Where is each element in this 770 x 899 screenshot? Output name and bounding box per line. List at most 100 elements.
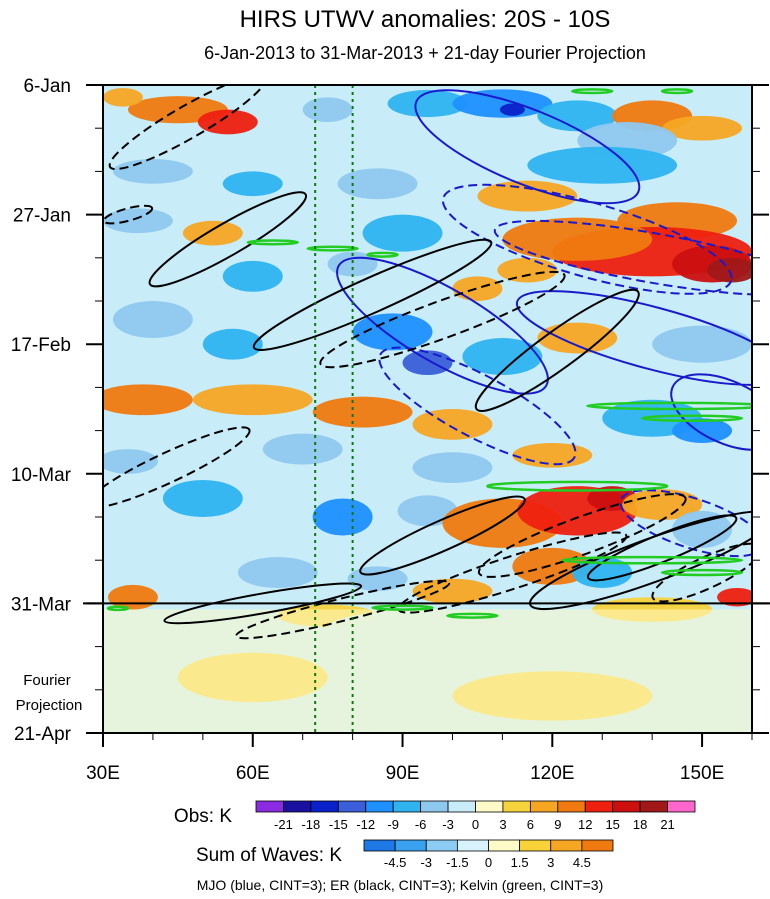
er-contour <box>103 426 251 509</box>
er-contour <box>319 270 566 369</box>
kelvin-contour <box>586 401 752 411</box>
y-tick-label: 6-Jan <box>23 76 71 97</box>
anomaly-patch <box>262 433 343 465</box>
anomaly-patch <box>527 146 678 184</box>
anomaly-patch <box>412 578 493 604</box>
mjo-contour <box>414 89 641 205</box>
y-tick-label: 21-Apr <box>14 724 72 745</box>
anomaly-patch <box>312 498 373 536</box>
chart-title: HIRS UTWV anomalies: 20S - 10S <box>240 6 611 33</box>
kelvin-contour <box>660 568 744 577</box>
contour-note: MJO (blue, CINT=3); ER (black, CINT=3); … <box>197 877 604 893</box>
anomaly-patch <box>462 338 543 376</box>
y-tick-label: 31-Mar <box>11 594 72 615</box>
x-tick-label: 90E <box>386 763 420 784</box>
waves-legend-swatch <box>363 839 396 852</box>
y-axis: 6-Jan 27-Jan 17-Feb 10-Mar 31-Mar 21-Apr <box>11 76 769 745</box>
wave-contours <box>103 85 752 640</box>
mjo-contour <box>493 219 752 296</box>
kelvin-contour <box>246 239 299 246</box>
kelvin-contour <box>640 414 744 422</box>
obs-legend-swatch <box>502 800 531 813</box>
anomaly-patch <box>197 109 258 135</box>
obs-legend-swatch <box>392 800 422 813</box>
obs-legend-level: 3 <box>499 817 506 832</box>
obs-legend-level: 15 <box>605 817 619 832</box>
anomaly-patch <box>537 322 618 354</box>
anomaly-patch <box>477 180 578 212</box>
anomaly-patch <box>192 384 313 416</box>
obs-legend-swatch <box>639 800 668 813</box>
obs-legend-swatch <box>310 800 339 813</box>
anomaly-patch <box>202 328 263 360</box>
obs-legend-level: 9 <box>554 817 561 832</box>
anomaly-patch <box>387 89 468 118</box>
obs-legend-level: -3 <box>442 817 454 832</box>
mjo-contour <box>515 290 752 386</box>
anomaly-patch <box>572 557 633 588</box>
y-tick-label: 17-Feb <box>11 335 71 356</box>
waves-legend-label: Sum of Waves: K <box>196 845 342 866</box>
anomaly-patch <box>452 89 553 118</box>
waves-legend-level: 3 <box>547 855 554 870</box>
er-contour <box>148 191 308 288</box>
waves-legend-swatch <box>581 839 614 852</box>
kelvin-contour <box>446 612 499 619</box>
reference-lines <box>314 85 354 733</box>
anomaly-patch <box>512 442 593 468</box>
projection-shade <box>103 609 752 733</box>
anomaly-patch <box>652 325 752 363</box>
waves-legend: -4.5 -3 -1.5 0 1.5 3 4.5 <box>363 839 614 870</box>
waves-legend-swatch <box>394 839 427 852</box>
x-tick-label: 60E <box>236 763 270 784</box>
anomaly-patch <box>222 260 283 292</box>
projection-label-2: Projection <box>16 697 83 714</box>
anomaly-patch <box>362 214 443 252</box>
mjo-contour <box>441 183 733 295</box>
anomaly-patch <box>622 489 703 521</box>
obs-legend-level: -9 <box>387 817 399 832</box>
obs-legend-level: 12 <box>578 817 592 832</box>
anomaly-patch <box>502 217 653 261</box>
x-tick-label: 120E <box>530 763 574 784</box>
kelvin-contour <box>486 480 669 492</box>
er-contour <box>103 204 154 225</box>
er-contour <box>651 542 752 603</box>
obs-legend-level: 0 <box>472 817 479 832</box>
obs-legend-swatch <box>667 800 696 813</box>
anomaly-patch <box>222 171 283 197</box>
waves-legend-level: -3 <box>420 855 432 870</box>
anomaly-patch <box>312 396 413 428</box>
waves-legend-swatch <box>519 839 552 852</box>
obs-legend-swatch <box>584 800 614 813</box>
er-contour <box>252 238 493 351</box>
anomaly-patch <box>402 350 453 376</box>
kelvin-contour <box>366 251 399 258</box>
obs-legend-swatch <box>475 800 504 813</box>
anomaly-patch <box>162 479 243 517</box>
mjo-contour <box>378 346 577 466</box>
chart-subtitle: 6-Jan-2013 to 31-Mar-2013 + 21-day Fouri… <box>204 43 646 63</box>
anomaly-patch <box>103 88 143 107</box>
anomaly-patch <box>302 97 353 123</box>
er-contour <box>108 85 268 171</box>
anomaly-patch <box>717 587 752 607</box>
obs-legend-swatch <box>447 800 476 813</box>
obs-legend-swatch <box>283 800 312 813</box>
anomaly-patch <box>112 301 193 339</box>
er-contour <box>586 514 738 582</box>
anomaly-patch <box>672 510 733 548</box>
kelvin-contour <box>561 555 744 565</box>
waves-legend-swatch <box>488 839 521 852</box>
obs-legend-level: -18 <box>301 817 320 832</box>
anomaly-patch <box>707 257 752 283</box>
obs-legend: -21 -18 -15 -12 -9 -6 -3 0 3 6 9 12 15 18 21 <box>255 800 696 832</box>
er-contour <box>163 582 363 625</box>
waves-legend-level: 1.5 <box>511 855 529 870</box>
anomaly-patch <box>347 566 408 592</box>
obs-legend-swatch <box>529 800 559 813</box>
kelvin-contour <box>571 88 614 95</box>
waves-legend-level: 0 <box>485 855 492 870</box>
obs-legend-label: Obs: K <box>174 806 232 827</box>
